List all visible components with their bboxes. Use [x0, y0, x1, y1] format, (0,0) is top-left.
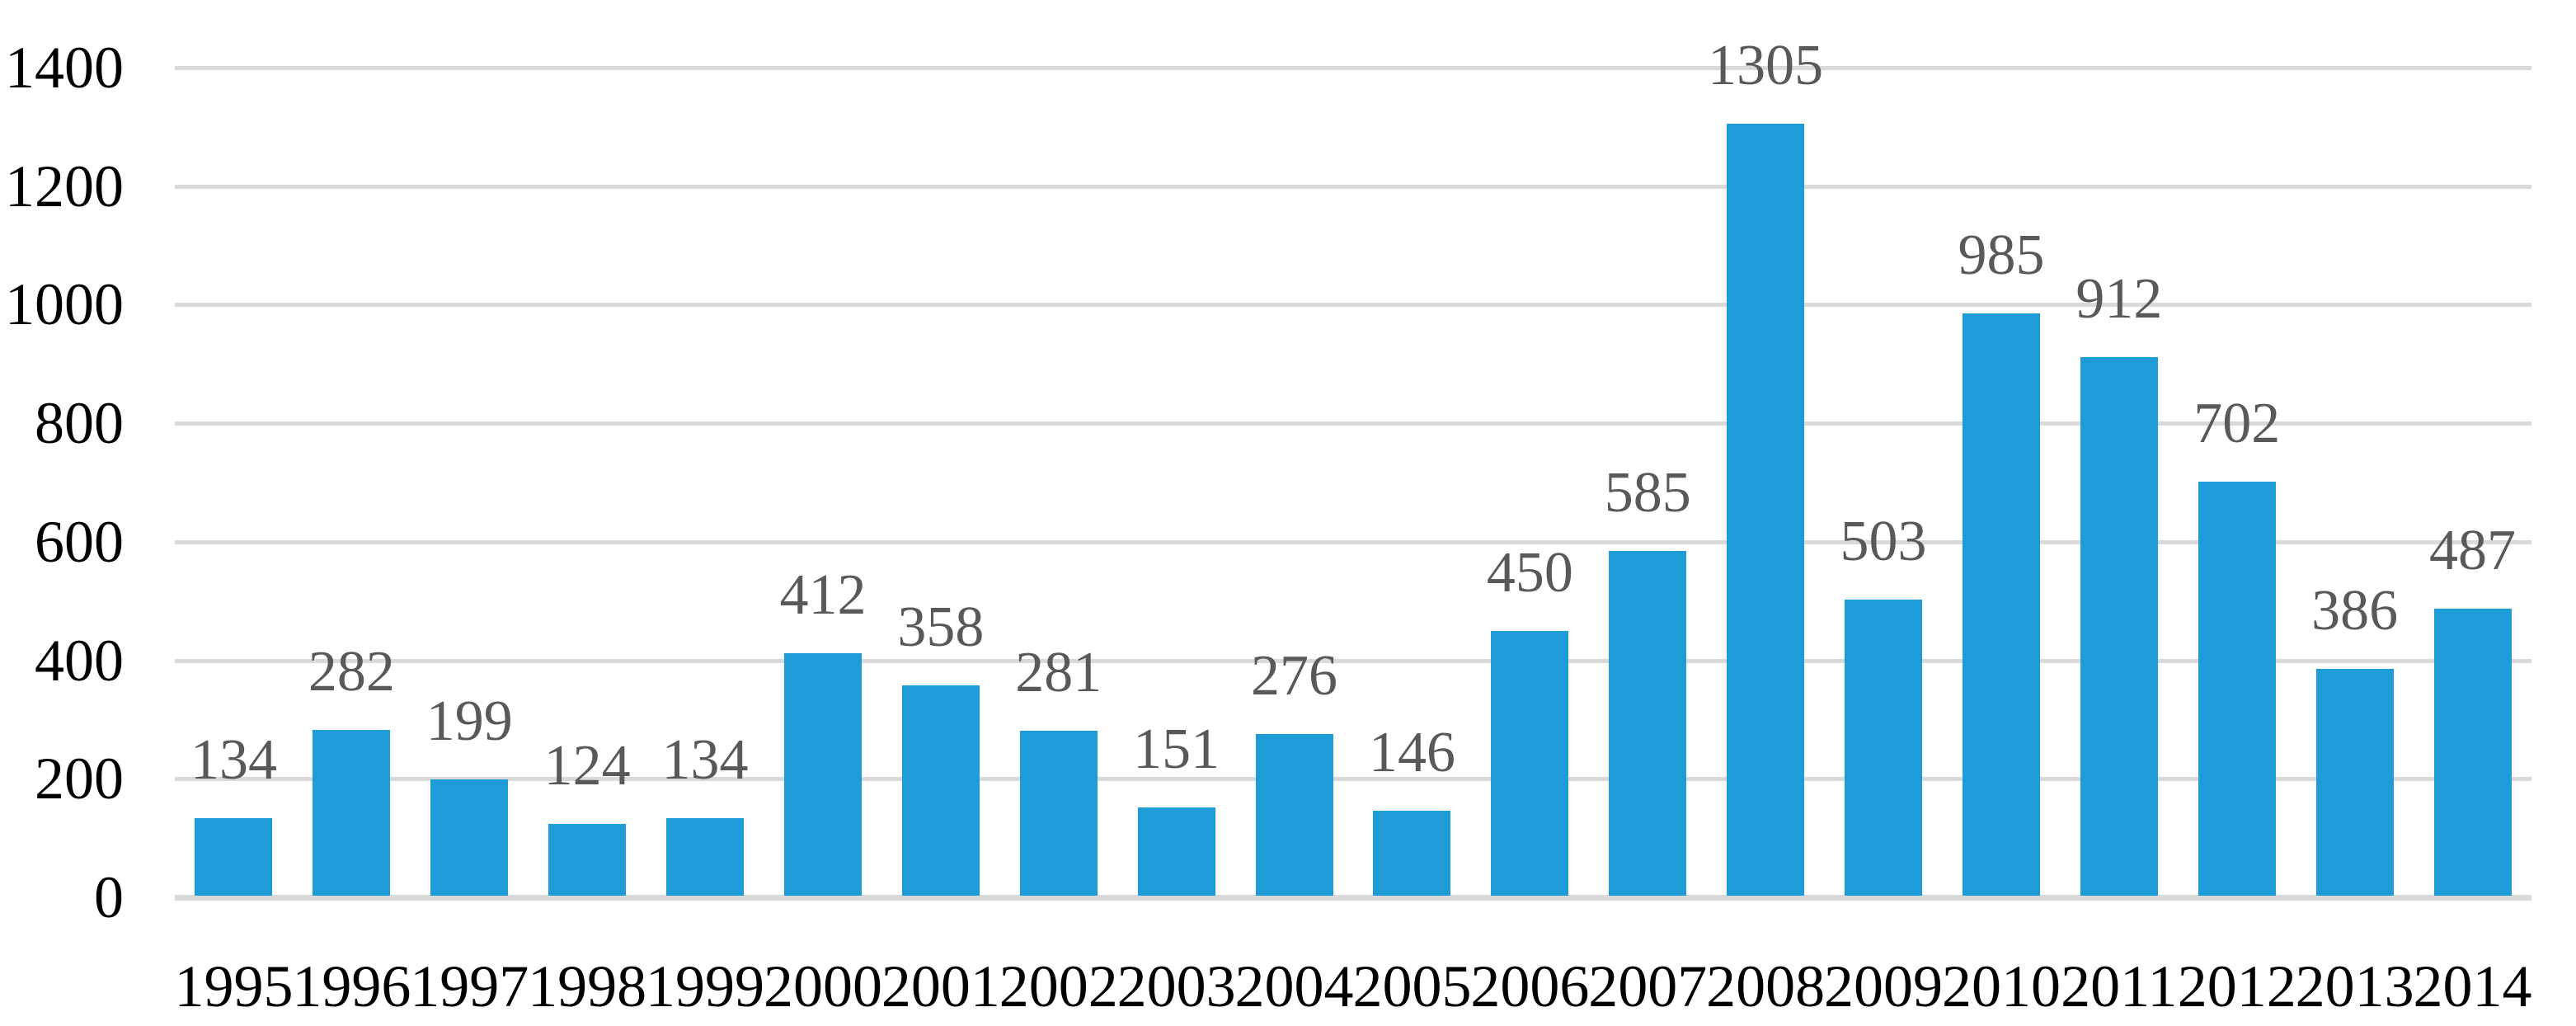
- bar-value-label: 487: [2429, 519, 2517, 583]
- bar: [1137, 807, 1215, 896]
- bar: [1373, 811, 1451, 896]
- bar-value-label: 146: [1368, 721, 1455, 785]
- y-axis-tick-label: 1000: [5, 271, 124, 338]
- bar-value-label: 282: [308, 640, 395, 704]
- x-axis-tick-label: 2006: [1470, 953, 1590, 1019]
- x-axis-tick-label: 2011: [2061, 953, 2178, 1019]
- x-axis-tick-label: 2008: [1706, 953, 1826, 1019]
- x-axis-tick-label: 1996: [292, 953, 411, 1019]
- y-axis-tick-label: 200: [35, 746, 124, 812]
- bar-value-label: 503: [1840, 509, 1927, 573]
- bar: [901, 685, 980, 896]
- x-axis-tick-label: 1999: [646, 953, 765, 1019]
- x-axis-tick-label: 2001: [881, 953, 1000, 1019]
- bar: [430, 779, 509, 896]
- bar-value-label: 276: [1251, 643, 1338, 708]
- bar: [1609, 550, 1687, 896]
- bar: [1962, 313, 2040, 896]
- y-axis-tick-label: 1400: [5, 35, 124, 101]
- bar-value-label: 358: [897, 595, 985, 659]
- x-axis-tick-label: 2010: [1941, 953, 2061, 1019]
- x-axis-tick-label: 2000: [763, 953, 882, 1019]
- y-axis-tick-label: 400: [35, 627, 124, 694]
- bar-value-label: 702: [2193, 391, 2281, 455]
- gridline: [175, 184, 2531, 189]
- bar-value-label: 134: [661, 727, 749, 792]
- gridline: [175, 777, 2531, 782]
- bar-value-label: 985: [1958, 224, 2045, 288]
- bar: [1255, 733, 1333, 896]
- x-axis-tick-label: 2009: [1824, 953, 1944, 1019]
- x-axis-tick-label: 1995: [174, 953, 294, 1019]
- bar: [2080, 356, 2158, 896]
- y-axis-tick-label: 0: [94, 864, 124, 930]
- bar-value-label: 124: [543, 733, 631, 798]
- gridline: [175, 66, 2531, 70]
- x-axis-tick-label: 2005: [1352, 953, 1472, 1019]
- x-axis-tick-label: 1998: [528, 953, 647, 1019]
- y-axis-tick-label: 800: [35, 390, 124, 457]
- axis-baseline: [175, 895, 2531, 901]
- bar-value-label: 450: [1486, 540, 1573, 605]
- x-axis-tick-label: 2013: [2295, 953, 2414, 1019]
- bar: [1727, 124, 1805, 896]
- bar-value-label: 134: [190, 727, 277, 792]
- y-axis-tick-label: 1200: [5, 153, 124, 219]
- bar: [548, 823, 627, 896]
- y-axis-tick-label: 600: [35, 508, 124, 575]
- x-axis-tick-label: 1997: [410, 953, 529, 1019]
- bar: [313, 730, 391, 896]
- x-axis-tick-label: 2004: [1234, 953, 1354, 1019]
- bar-value-label: 281: [1015, 641, 1102, 705]
- bar: [1491, 630, 1569, 896]
- gridline: [175, 303, 2531, 308]
- x-axis-tick-label: 2014: [2413, 953, 2532, 1019]
- bar-value-label: 199: [425, 689, 513, 753]
- bar: [783, 652, 862, 896]
- x-axis-tick-label: 2012: [2177, 953, 2296, 1019]
- bar: [195, 817, 273, 896]
- bar-value-label: 1305: [1708, 34, 1824, 98]
- gridline: [175, 658, 2531, 663]
- bar: [666, 817, 745, 896]
- bar: [2198, 481, 2276, 896]
- bar: [2433, 609, 2512, 896]
- gridline: [175, 421, 2531, 426]
- gridline: [175, 539, 2531, 544]
- bar-value-label: 386: [2311, 578, 2399, 642]
- bar-value-label: 585: [1604, 460, 1691, 525]
- bar: [1845, 599, 1923, 896]
- x-axis-tick-label: 2003: [1116, 953, 1236, 1019]
- x-axis-tick-label: 2002: [999, 953, 1118, 1019]
- bar: [2315, 668, 2394, 896]
- bar-value-label: 412: [779, 562, 867, 627]
- bar-value-label: 151: [1133, 718, 1220, 782]
- x-axis-tick-label: 2007: [1588, 953, 1708, 1019]
- bar-value-label: 912: [2075, 266, 2163, 331]
- bar: [1019, 731, 1098, 896]
